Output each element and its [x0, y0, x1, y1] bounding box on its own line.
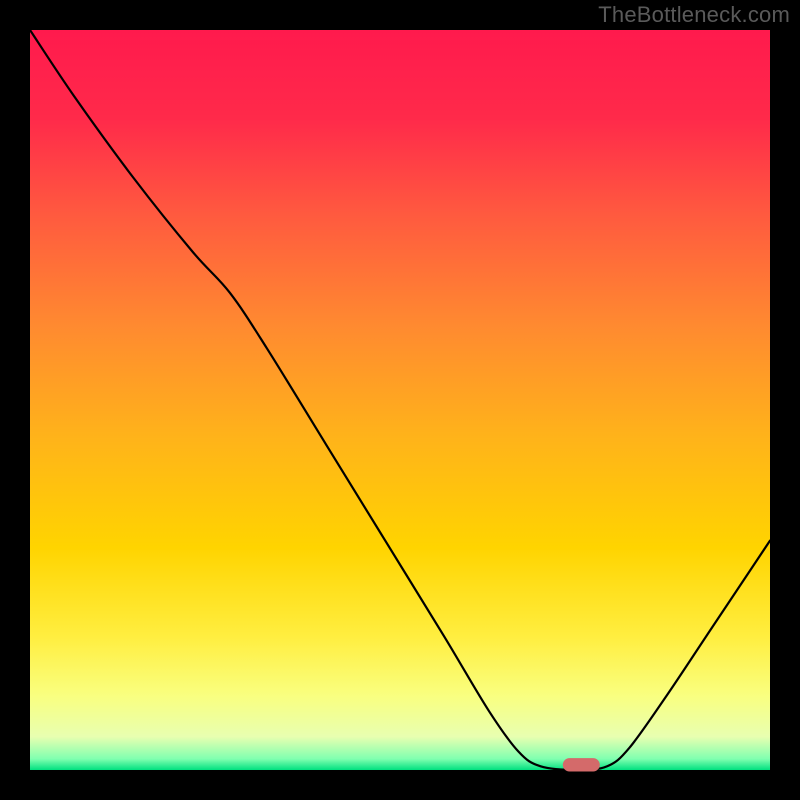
bottleneck-curve-chart — [0, 0, 800, 800]
chart-container: TheBottleneck.com — [0, 0, 800, 800]
watermark-text: TheBottleneck.com — [598, 2, 790, 28]
plot-background — [30, 30, 770, 770]
optimal-marker — [563, 758, 600, 771]
